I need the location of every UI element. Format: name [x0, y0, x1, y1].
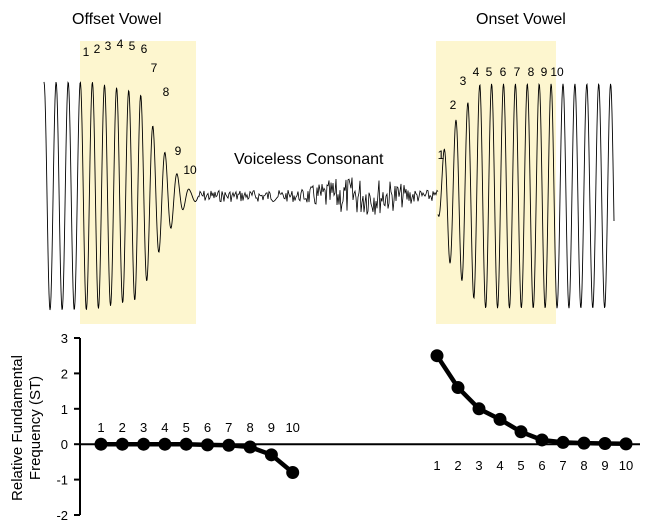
x-tick-label: 9	[268, 420, 275, 435]
y-axis-title-line: Relative Fundamental	[9, 355, 26, 501]
data-point	[577, 436, 591, 450]
y-tick-label: 3	[61, 331, 68, 346]
onset-cycle-label: 10	[550, 65, 564, 79]
onset-cycle-label: 8	[528, 65, 535, 79]
y-axis-title: Relative FundamentalFrequency (ST)	[9, 355, 44, 501]
x-tick-label: 6	[538, 458, 545, 473]
x-tick-label: 4	[496, 458, 503, 473]
data-point	[158, 437, 172, 451]
data-point	[243, 440, 257, 454]
offset-cycle-label: 9	[175, 144, 182, 158]
y-axis-title-line: Frequency (ST)	[27, 376, 44, 480]
data-point	[201, 438, 214, 452]
x-tick-label: 10	[619, 458, 633, 473]
offset-vowel-waveform	[43, 81, 199, 311]
offset-cycle-label: 1	[83, 45, 90, 59]
x-tick-label: 5	[517, 458, 524, 473]
data-point	[556, 435, 570, 449]
data-point	[179, 437, 193, 451]
x-tick-label: 3	[475, 458, 482, 473]
data-point	[286, 466, 300, 480]
y-tick-label: -2	[56, 508, 68, 521]
voiceless-consonant-noise	[197, 177, 439, 215]
x-tick-label: 6	[204, 420, 211, 435]
x-tick-label: 8	[246, 420, 253, 435]
onset-cycle-label: 3	[460, 74, 467, 88]
x-tick-label: 1	[433, 458, 440, 473]
x-tick-label: 8	[580, 458, 587, 473]
series-line	[435, 354, 627, 447]
onset-cycle-label: 6	[500, 65, 507, 79]
data-point	[472, 402, 486, 416]
onset-vowel-label: Onset Vowel	[476, 11, 566, 28]
x-tick-label: 9	[601, 458, 608, 473]
onset-cycle-label: 1	[438, 148, 445, 162]
data-point	[535, 433, 549, 447]
onset-cycle-label: 4	[473, 65, 480, 79]
x-tick-label: 2	[454, 458, 461, 473]
onset-cycle-label: 2	[450, 98, 457, 112]
offset-cycle-label: 3	[105, 39, 112, 53]
onset-cycle-label: 7	[514, 65, 521, 79]
x-tick-label: 5	[183, 420, 190, 435]
offset-vowel-label: Offset Vowel	[72, 11, 162, 28]
data-point	[264, 448, 278, 462]
offset-cycle-label: 6	[141, 42, 148, 56]
onset-cycle-label: 9	[541, 65, 548, 79]
voiceless-consonant-label: Voiceless Consonant	[234, 151, 384, 168]
offset-cycle-label: 2	[94, 42, 101, 56]
y-tick-label: 2	[61, 366, 68, 381]
data-point	[430, 349, 444, 363]
onset-cycle-label: 5	[486, 65, 493, 79]
y-tick-label: 0	[61, 437, 68, 452]
data-point	[451, 381, 465, 395]
onset-vowel-waveform	[437, 82, 615, 309]
data-point	[598, 436, 612, 450]
offset-cycle-label: 4	[117, 37, 124, 51]
data-point	[619, 437, 633, 451]
x-tick-label: 3	[140, 420, 147, 435]
y-tick-label: -1	[56, 473, 68, 488]
data-point	[94, 437, 108, 451]
x-tick-label: 10	[285, 420, 299, 435]
x-tick-label: 4	[161, 420, 168, 435]
x-tick-label: 7	[225, 420, 232, 435]
offset-cycle-label: 7	[151, 61, 158, 75]
data-point	[514, 425, 528, 439]
data-point	[493, 412, 507, 426]
offset-cycle-label: 5	[129, 39, 136, 53]
data-point	[222, 438, 236, 452]
x-tick-label: 1	[97, 420, 104, 435]
data-point	[115, 437, 129, 451]
y-tick-label: 1	[61, 402, 68, 417]
series-line	[101, 441, 295, 475]
x-tick-label: 2	[119, 420, 126, 435]
offset-cycle-label: 10	[183, 163, 197, 177]
offset-cycle-label: 8	[163, 85, 170, 99]
x-tick-label: 7	[559, 458, 566, 473]
data-point	[137, 437, 151, 451]
